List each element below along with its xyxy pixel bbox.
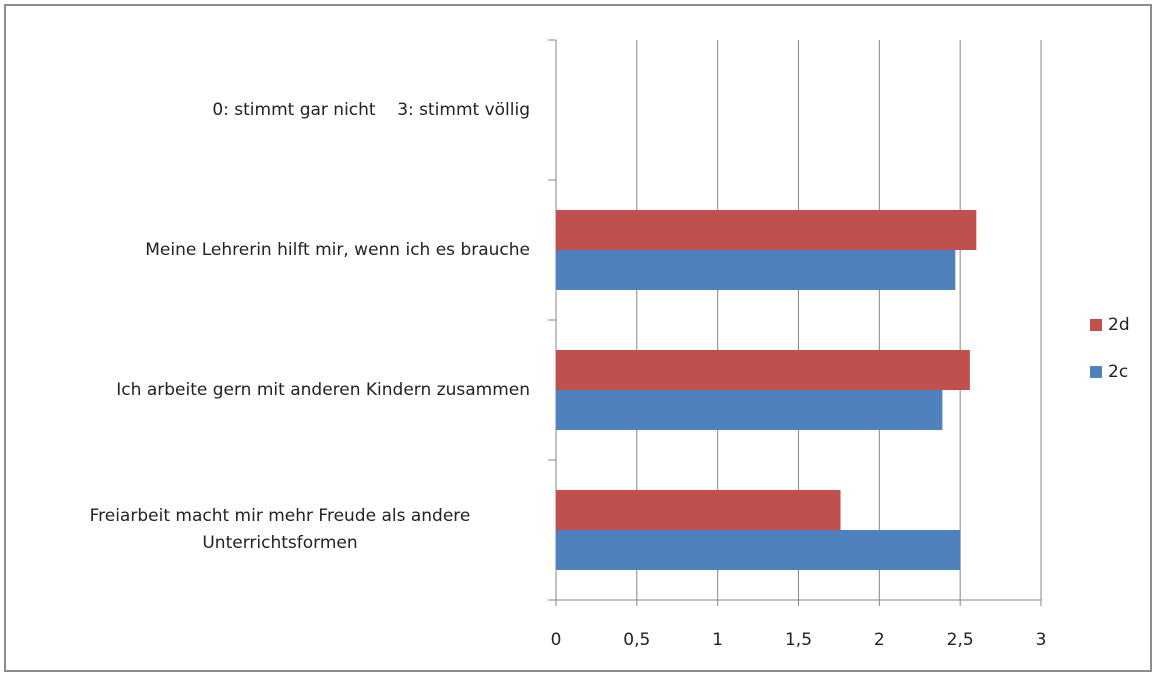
legend-swatch	[1090, 366, 1102, 378]
category-label-box: Meine Lehrerin hilft mir, wenn ich es br…	[10, 180, 530, 320]
legend-swatch	[1090, 319, 1102, 331]
x-tick-label: 0	[551, 630, 562, 650]
x-tick-label: 2,5	[947, 630, 974, 650]
y-tick-label: Meine Lehrerin hilft mir, wenn ich es br…	[145, 239, 530, 260]
y-tick-label: Freiarbeit macht mir mehr Freude als and…	[89, 506, 476, 553]
bar	[556, 490, 841, 530]
bar	[556, 210, 977, 250]
legend-label: 2c	[1108, 362, 1128, 382]
y-tick-label: Ich arbeite gern mit anderen Kindern zus…	[116, 379, 530, 400]
x-tick-label: 1,5	[785, 630, 812, 650]
x-tick-label: 0,5	[623, 630, 650, 650]
bar	[556, 390, 943, 430]
category-label-box: 0: stimmt gar nicht 3: stimmt völlig	[10, 40, 530, 180]
category-label-box: Freiarbeit macht mir mehr Freude als and…	[10, 460, 530, 600]
y-tick-label: 0: stimmt gar nicht 3: stimmt völlig	[212, 99, 530, 120]
chart-frame	[4, 4, 1152, 672]
bar	[556, 250, 956, 290]
category-label-box: Ich arbeite gern mit anderen Kindern zus…	[10, 320, 530, 460]
bar	[556, 350, 970, 390]
legend-label: 2d	[1108, 315, 1130, 335]
bar	[556, 530, 961, 570]
x-tick-label: 1	[712, 630, 723, 650]
x-tick-label: 3	[1036, 630, 1047, 650]
x-tick-label: 2	[874, 630, 885, 650]
